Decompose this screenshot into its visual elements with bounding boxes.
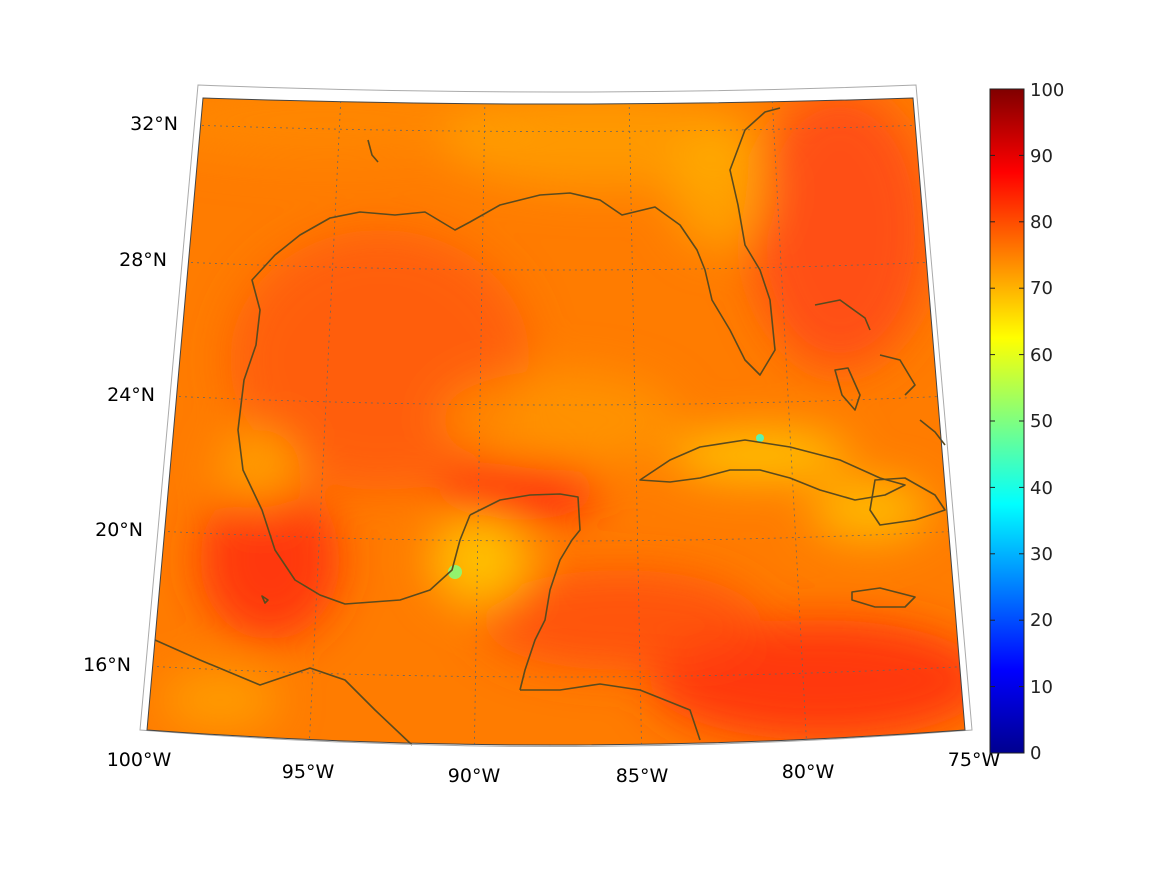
coastlines [154,107,946,746]
lon-label-95w: 95°W [282,761,335,783]
colorbar-label-70: 70 [1030,278,1053,299]
colorbar-ticks [990,88,1024,754]
colorbar-label-10: 10 [1030,677,1053,698]
lon-label-85w: 85°W [616,765,669,787]
lat-label-24n: 24°N [107,384,155,406]
lat-label-20n: 20°N [95,519,143,541]
colorbar-label-60: 60 [1030,345,1053,366]
map-frame [139,84,973,747]
lon-label-100w: 100°W [107,749,172,771]
colorbar-label-20: 20 [1030,610,1053,631]
colorbar-label-0: 0 [1030,743,1041,764]
lon-label-75w: 75°W [948,749,1001,771]
colorbar-label-50: 50 [1030,411,1053,432]
colorbar-label-100: 100 [1030,80,1064,101]
data-field [147,98,965,745]
lon-label-80w: 80°W [782,761,835,783]
lon-label-90w: 90°W [448,765,501,787]
graticule [147,98,965,745]
colorbar-label-30: 30 [1030,544,1053,565]
colorbar: 0 10 20 30 40 50 60 70 80 90 100 [989,80,1064,764]
longitude-labels: 100°W 95°W 90°W 85°W 80°W 75°W [107,749,1001,787]
colorbar-label-40: 40 [1030,478,1053,499]
colorbar-label-90: 90 [1030,146,1053,167]
lat-label-32n: 32°N [130,113,178,135]
colorbar-label-80: 80 [1030,212,1053,233]
colorbar-gradient [989,88,1025,754]
lat-label-28n: 28°N [119,249,167,271]
latitude-labels: 16°N 20°N 24°N 28°N 32°N [83,113,178,676]
lat-label-16n: 16°N [83,654,131,676]
